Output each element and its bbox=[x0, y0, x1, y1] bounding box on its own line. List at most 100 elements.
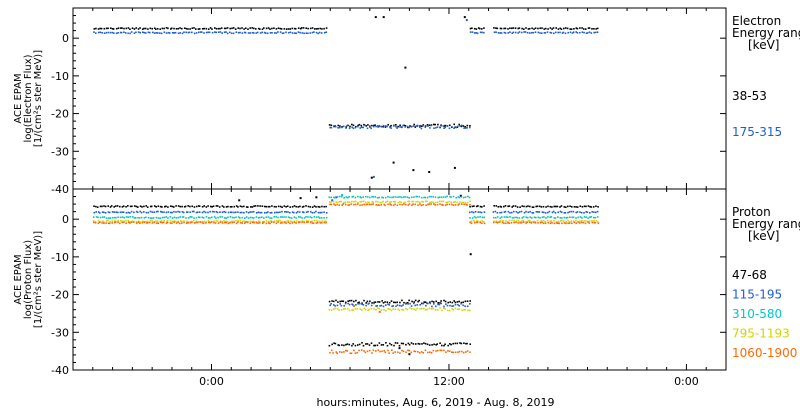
proton-data-point bbox=[525, 216, 527, 218]
proton-data-point bbox=[207, 211, 209, 214]
proton-data-point bbox=[376, 344, 379, 347]
electron-data-point bbox=[512, 31, 515, 34]
proton-data-point bbox=[457, 351, 459, 353]
proton-data-point bbox=[189, 221, 192, 223]
proton-data-point bbox=[361, 303, 363, 305]
electron-data-point bbox=[121, 27, 123, 29]
electron-data-point bbox=[232, 27, 235, 29]
proton-data-point bbox=[595, 220, 598, 222]
proton-data-point bbox=[507, 216, 509, 218]
proton-data-point bbox=[444, 308, 447, 310]
proton-data-point bbox=[391, 349, 393, 351]
proton-data-point bbox=[591, 221, 594, 224]
proton-data-point bbox=[531, 206, 534, 208]
proton-data-point bbox=[241, 211, 243, 214]
proton-data-point bbox=[225, 221, 227, 224]
proton-data-point bbox=[466, 300, 469, 302]
proton-data-point bbox=[302, 205, 305, 208]
proton-data-point bbox=[531, 212, 533, 214]
proton-data-point bbox=[447, 344, 449, 347]
proton-data-point bbox=[277, 221, 279, 223]
proton-data-point bbox=[565, 222, 567, 225]
proton-data-point bbox=[146, 206, 149, 208]
proton-data-point bbox=[175, 222, 178, 224]
electron-data-point bbox=[555, 31, 557, 34]
proton-data-point bbox=[367, 201, 369, 204]
electron-data-point bbox=[347, 124, 349, 127]
proton-data-point bbox=[155, 206, 157, 208]
proton-data-point bbox=[139, 210, 141, 213]
proton-data-point bbox=[452, 305, 455, 307]
proton-data-point bbox=[555, 221, 558, 223]
proton-data-point bbox=[389, 201, 391, 204]
proton-data-point bbox=[435, 305, 437, 308]
proton-data-point bbox=[223, 217, 226, 219]
proton-data-point bbox=[103, 211, 105, 214]
electron-plot-frame bbox=[72, 7, 727, 190]
proton-data-point bbox=[307, 210, 309, 213]
electron-data-point bbox=[299, 31, 301, 34]
proton-data-point bbox=[452, 342, 454, 345]
proton-data-point bbox=[297, 220, 300, 223]
proton-data-point bbox=[127, 221, 130, 223]
proton-data-point bbox=[268, 205, 271, 208]
proton-data-point bbox=[525, 221, 527, 223]
proton-data-point bbox=[295, 222, 297, 224]
proton-data-point bbox=[179, 216, 181, 218]
proton-data-point bbox=[463, 196, 465, 199]
proton-data-point bbox=[461, 309, 463, 311]
electron-data-point bbox=[127, 27, 130, 29]
proton-data-point bbox=[461, 201, 463, 204]
proton-data-point bbox=[105, 222, 107, 224]
proton-data-point bbox=[325, 212, 328, 214]
electron-data-point bbox=[375, 125, 377, 128]
proton-data-point bbox=[103, 220, 105, 223]
proton-data-point bbox=[342, 308, 345, 310]
electron-data-point bbox=[105, 27, 108, 30]
proton-data-point bbox=[424, 309, 427, 311]
electron-data-point bbox=[571, 32, 574, 34]
electron-data-point bbox=[384, 125, 387, 127]
electron-data-point bbox=[155, 28, 157, 30]
proton-data-point bbox=[570, 210, 573, 213]
proton-data-point bbox=[407, 349, 409, 352]
electron-data-point bbox=[539, 27, 541, 29]
proton-data-point bbox=[434, 196, 437, 198]
proton-data-point bbox=[505, 220, 507, 222]
electron-data-point bbox=[441, 125, 443, 127]
proton-data-point bbox=[472, 211, 475, 214]
proton-data-point bbox=[202, 217, 205, 219]
electron-data-point bbox=[314, 28, 316, 30]
proton-data-point bbox=[569, 205, 571, 207]
proton-data-point bbox=[469, 300, 471, 302]
proton-data-point bbox=[205, 216, 208, 218]
proton-data-point bbox=[441, 203, 443, 206]
electron-data-point bbox=[422, 124, 425, 127]
electron-data-point bbox=[429, 127, 431, 129]
electron-data-point bbox=[147, 28, 149, 30]
proton-data-point bbox=[189, 216, 192, 218]
proton-data-point bbox=[299, 216, 302, 218]
proton-data-point bbox=[372, 196, 375, 198]
proton-data-point bbox=[336, 304, 339, 307]
proton-legend-entry: 795-1193 bbox=[732, 327, 790, 341]
proton-data-point bbox=[480, 211, 483, 214]
electron-data-point bbox=[382, 125, 384, 128]
proton-data-point bbox=[339, 195, 341, 198]
proton-data-point bbox=[328, 196, 331, 199]
electron-data-point bbox=[586, 32, 589, 34]
proton-data-point bbox=[547, 221, 550, 224]
proton-data-point bbox=[285, 206, 287, 208]
proton-data-point bbox=[463, 308, 465, 311]
proton-data-point bbox=[443, 307, 445, 309]
proton-data-point bbox=[536, 219, 539, 222]
proton-data-point bbox=[438, 303, 441, 306]
proton-data-point bbox=[113, 221, 116, 224]
proton-data-point bbox=[384, 201, 387, 203]
proton-data-point bbox=[518, 211, 521, 213]
proton-data-point bbox=[135, 205, 138, 208]
x-axis-label: hours:minutes, Aug. 6, 2019 - Aug. 8, 20… bbox=[316, 396, 554, 409]
electron-data-point bbox=[424, 125, 427, 127]
electron-data-point bbox=[97, 31, 100, 34]
proton-data-point bbox=[203, 220, 206, 223]
